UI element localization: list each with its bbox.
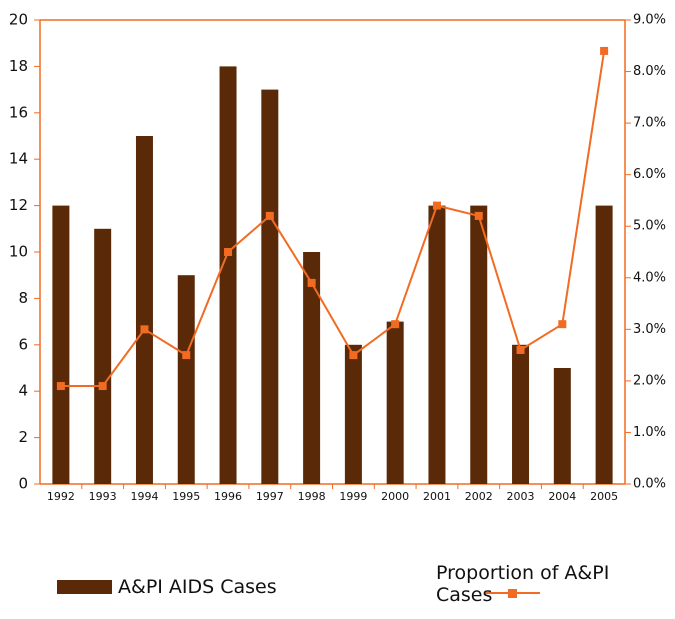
point [307,278,316,287]
legend-label: Proportion of A&PI Cases [436,562,610,606]
x-tick-label: 2000 [381,490,409,503]
x-tick-label: 2003 [507,490,535,503]
y2-tick-label: 6.0% [633,167,666,182]
x-tick-label: 1995 [172,490,200,503]
y-tick-label: 16 [9,103,28,121]
bar [52,205,70,484]
bar [428,205,446,484]
y-tick-label: 18 [9,57,28,75]
bar [303,252,321,484]
point [558,320,567,329]
legend-marker [508,589,517,598]
point [56,382,65,391]
x-tick-label: 1994 [130,490,158,503]
y2-tick-label: 5.0% [633,219,666,234]
y-tick-label: 8 [18,289,28,307]
y2-tick-label: 7.0% [633,116,666,131]
y2-tick-label: 8.0% [633,64,666,79]
bar [177,275,195,484]
y-tick-label: 6 [18,335,28,353]
y2-tick-label: 2.0% [633,373,666,388]
point [391,320,400,329]
bar [94,228,112,484]
legend-label: A&PI AIDS Cases [118,576,277,598]
bar [470,205,488,484]
x-tick-label: 1999 [339,490,367,503]
bar [135,136,153,484]
y-tick-label: 0 [18,475,28,493]
x-tick-label: 2001 [423,490,451,503]
x-tick-label: 1998 [298,490,326,503]
bar [386,321,404,484]
y-tick-label: 10 [9,243,28,261]
legend-swatch [57,580,112,594]
line [60,50,606,388]
x-tick-label: 1997 [256,490,284,503]
x-tick-label: 1992 [47,490,75,503]
y-tick-label: 14 [9,150,28,168]
x-tick-label: 2004 [548,490,576,503]
bar [344,344,362,484]
x-tick-label: 1996 [214,490,242,503]
y2-tick-label: 3.0% [633,322,666,337]
bar [219,66,237,485]
point [265,211,274,220]
point [600,46,609,55]
y2-tick-label: 1.0% [633,425,666,440]
y-tick-label: 20 [9,11,28,29]
x-tick-label: 1993 [89,490,117,503]
bar [553,368,571,484]
x-tick-label: 2002 [465,490,493,503]
y-tick-label: 2 [18,428,28,446]
point [140,325,149,334]
bar [512,344,530,484]
point [349,351,358,360]
point [474,211,483,220]
y-tick-label: 4 [18,382,28,400]
x-tick-label: 2005 [590,490,618,503]
y-tick-label: 12 [9,196,28,214]
bar [261,89,279,484]
point [516,345,525,354]
point [224,248,233,256]
bar [595,205,613,484]
y2-tick-label: 0.0% [633,477,666,492]
point [98,382,107,391]
point [432,201,441,210]
y2-tick-label: 4.0% [633,270,666,285]
y2-tick-label: 9.0% [633,13,666,28]
point [182,351,191,360]
